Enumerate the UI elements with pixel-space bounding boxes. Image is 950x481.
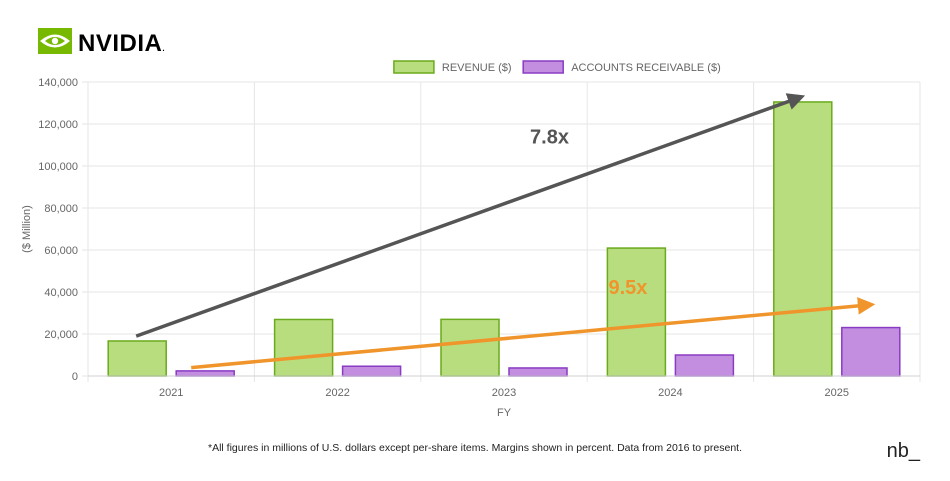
axes: 0 20,000 40,000 60,000 80,000 100,000 120,000 1…: [21, 77, 920, 419]
growth-arrow: [191, 297, 876, 370]
y-tick-label: 140,000: [38, 77, 78, 89]
bar: [773, 101, 833, 377]
y-tick-label: 0: [72, 371, 78, 383]
y-tick-label: 80,000: [44, 203, 78, 215]
y-axis-title: ($ Million): [21, 205, 33, 253]
x-tick-label: 2022: [325, 387, 349, 399]
bar: [674, 354, 735, 377]
legend-swatch: [522, 60, 564, 74]
x-tick-label: 2023: [492, 387, 516, 399]
bar: [508, 367, 568, 377]
y-tick-label: 20,000: [44, 329, 78, 341]
annotations: 7.8x 9.5x: [135, 93, 876, 370]
bar: [440, 318, 500, 377]
bar: [841, 326, 901, 377]
legend: REVENUE ($) ACCOUNTS RECEIVABLE ($): [393, 60, 721, 74]
y-tick-label: 60,000: [44, 245, 78, 257]
x-axis-title: FY: [497, 407, 512, 419]
bars: [107, 101, 901, 377]
footnote: *All figures in millions of U.S. dollars…: [208, 442, 742, 454]
bar: [175, 370, 235, 377]
nvidia-wordmark: NVIDIA.: [78, 30, 165, 57]
growth-label: 9.5x: [609, 277, 648, 299]
legend-label: REVENUE ($): [442, 62, 512, 74]
bar: [107, 340, 167, 377]
legend-label: ACCOUNTS RECEIVABLE ($): [571, 62, 721, 74]
bar: [606, 247, 667, 377]
bar: [341, 365, 402, 377]
growth-label: 7.8x: [530, 126, 569, 148]
nvidia-logo: NVIDIA.: [38, 28, 165, 57]
bar: [273, 318, 334, 377]
signature: nb_: [886, 440, 920, 462]
x-tick-label: 2021: [159, 387, 183, 399]
x-tick-label: 2024: [658, 387, 682, 399]
nvidia-eye-icon: [38, 28, 72, 54]
y-tick-label: 100,000: [38, 161, 78, 173]
x-tick-label: 2025: [825, 387, 849, 399]
y-tick-label: 40,000: [44, 287, 78, 299]
legend-swatch: [393, 60, 435, 74]
growth-arrow: [135, 93, 806, 338]
y-tick-label: 120,000: [38, 119, 78, 131]
